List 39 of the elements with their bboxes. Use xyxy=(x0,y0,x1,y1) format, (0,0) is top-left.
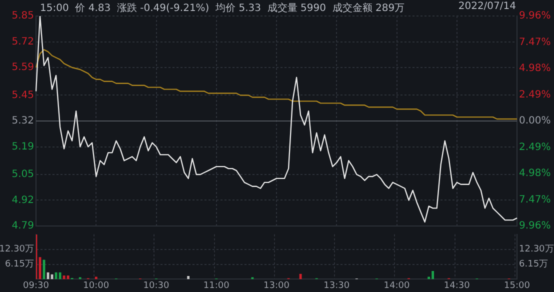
y-tick-label: 6.15万 xyxy=(4,260,34,270)
y2-tick-label: 9.96% xyxy=(519,220,551,232)
y-tick-label: 5.19 xyxy=(12,141,34,152)
y2-tick-label: 2.49% xyxy=(519,142,551,153)
y-tick-label: 4.92 xyxy=(12,194,34,206)
y2-tick-label: 6.15万 xyxy=(519,260,548,270)
bar xyxy=(62,276,66,280)
x-tick-label: 10:00 xyxy=(83,280,110,291)
x-tick-label: 10:30 xyxy=(143,280,170,291)
y-tick-label: 4.79 xyxy=(12,220,34,232)
x-tick-label: 09:30 xyxy=(23,280,50,291)
y2-tick-label: 7.47% xyxy=(519,194,551,206)
x-tick-label: 15:00 xyxy=(504,280,530,291)
y2-tick-label: 12.30万 xyxy=(519,244,554,255)
chart-subtitle: 2022/07/14 xyxy=(458,1,516,12)
y-tick-label: 5.59 xyxy=(12,62,34,74)
y-tick-label: 12.30万 xyxy=(0,244,34,255)
x-tick-label: 13:00 xyxy=(264,280,290,291)
bar xyxy=(187,276,190,280)
bar xyxy=(66,276,70,280)
y2-tick-label: 0.00% xyxy=(519,116,551,127)
bar xyxy=(58,272,62,280)
x-tick-label: 14:00 xyxy=(384,280,410,291)
x-tick-label: 13:30 xyxy=(324,280,350,291)
y2-tick-label: 4.98% xyxy=(519,168,551,180)
y-tick-label: 5.32 xyxy=(12,116,34,127)
y2-tick-label: 7.47% xyxy=(519,36,551,48)
bar xyxy=(299,274,302,280)
y-tick-label: 5.85 xyxy=(12,10,34,22)
y-tick-label: 5.45 xyxy=(12,90,34,101)
y2-tick-label: 4.98% xyxy=(519,63,551,74)
bar xyxy=(432,270,434,280)
y-tick-label: 5.72 xyxy=(12,36,34,48)
x-tick-label: 14:30 xyxy=(444,280,470,291)
x-tick-label: 11:00 xyxy=(203,280,230,291)
y2-tick-label: 2.49% xyxy=(519,89,551,100)
y-tick-label: 5.05 xyxy=(12,169,34,180)
y2-tick-label: 9.96% xyxy=(519,10,551,22)
chart-title: 15:00 价 4.83 涨跌 -0.49(-9.21%) 均价 5.33 成交量 5990 成交金额 289万 xyxy=(40,2,405,15)
